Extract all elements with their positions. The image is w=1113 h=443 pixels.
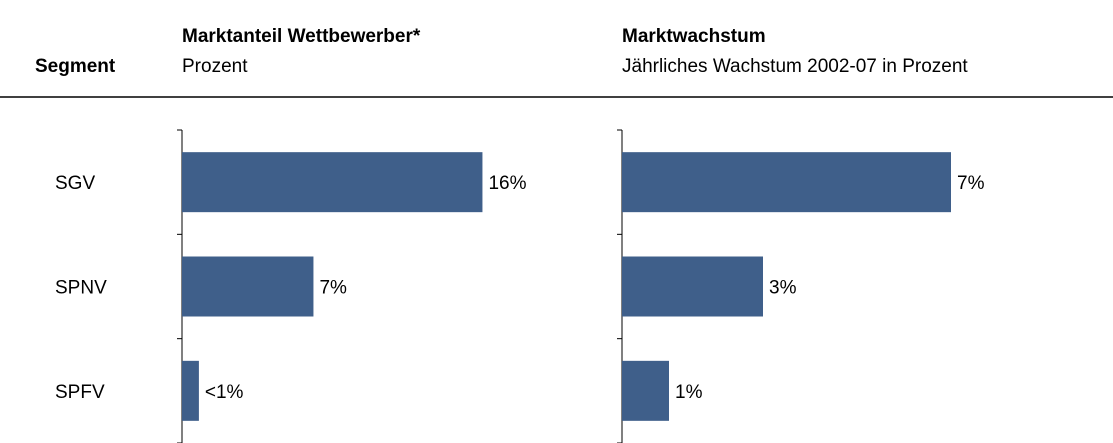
bar [182,256,314,317]
value-label: 7% [957,173,985,194]
value-label: 7% [319,278,347,299]
segment-header: Segment [35,56,116,77]
value-label: 1% [675,382,703,403]
category-label: SGV [55,173,95,194]
chart-title: Marktanteil Wettbewerber* [182,26,421,47]
bar [182,360,199,421]
chart-subtitle: Prozent [182,56,248,77]
value-label: 16% [488,173,526,194]
chart-title: Marktwachstum [622,26,766,47]
chart-subtitle: Jährliches Wachstum 2002-07 in Prozent [622,56,968,77]
bar [622,152,951,213]
category-label: SPNV [55,278,107,299]
bar [182,152,483,213]
value-label: 3% [769,278,797,299]
bar [622,360,669,421]
bar [622,256,763,317]
value-label: <1% [205,382,244,403]
category-label: SPFV [55,382,105,403]
